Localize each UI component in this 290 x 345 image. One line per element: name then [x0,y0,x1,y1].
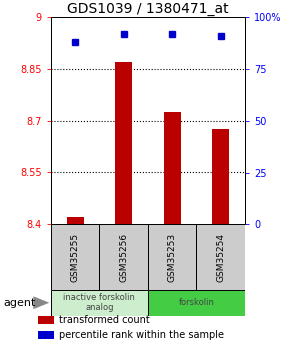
Text: GSM35255: GSM35255 [70,233,79,282]
Text: percentile rank within the sample: percentile rank within the sample [59,331,224,341]
Bar [148,290,245,316]
Bar [212,129,229,224]
Text: agent: agent [3,298,35,308]
Bar [66,217,84,224]
Bar [148,224,196,290]
Polygon shape [33,296,49,309]
Title: GDS1039 / 1380471_at: GDS1039 / 1380471_at [67,2,229,16]
Bar [164,112,181,224]
Text: forskolin: forskolin [179,298,214,307]
Text: GSM35256: GSM35256 [119,233,128,282]
Bar [51,290,148,316]
Bar [39,316,54,324]
Bar [115,62,132,224]
Bar [39,331,54,339]
Text: inactive forskolin
analog: inactive forskolin analog [64,293,135,313]
Bar [51,224,99,290]
Text: GSM35254: GSM35254 [216,233,225,282]
Text: GSM35253: GSM35253 [168,233,177,282]
Text: transformed count: transformed count [59,315,149,325]
Bar [196,224,245,290]
Bar [99,224,148,290]
